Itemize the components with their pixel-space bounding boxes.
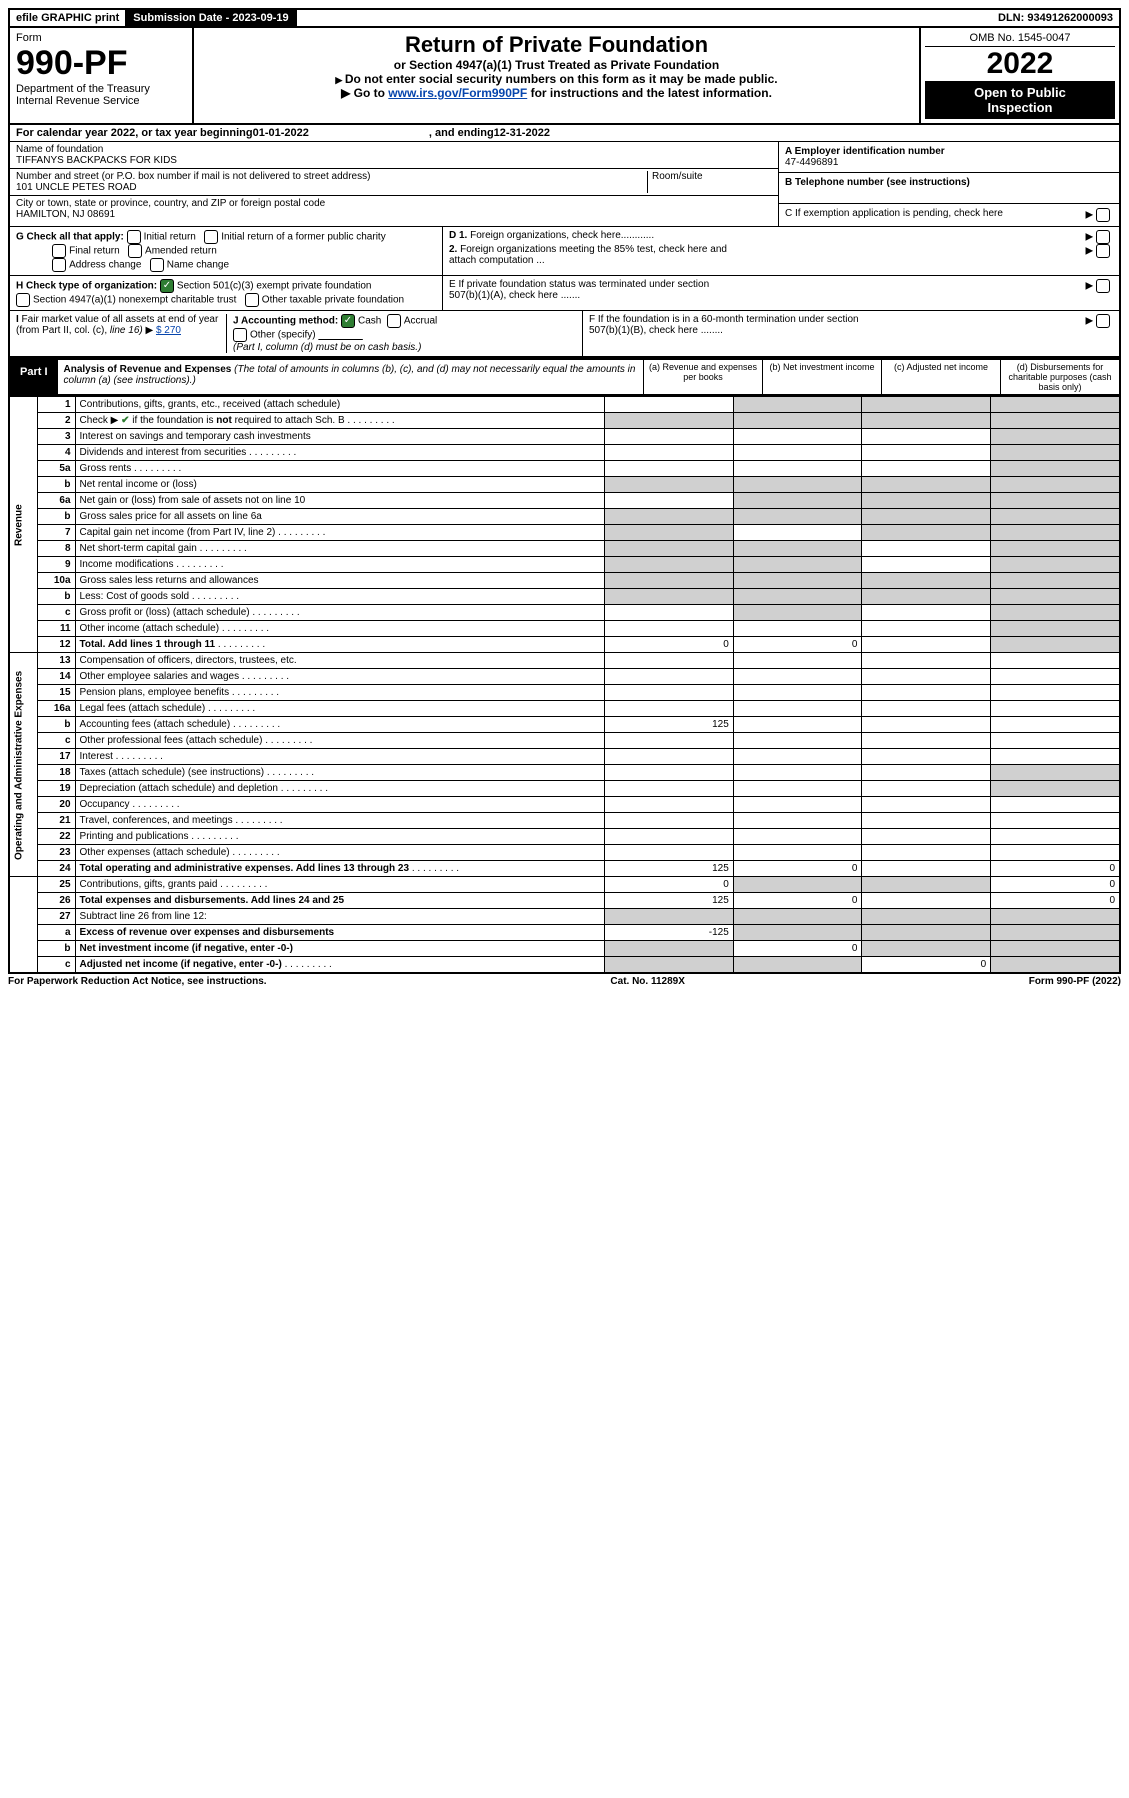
footer-right: Form 990-PF (2022) [1029, 976, 1121, 987]
col-d: (d) Disbursements for charitable purpose… [1000, 360, 1119, 394]
label-C: C If exemption application is pending, c… [785, 208, 1003, 219]
address: 101 UNCLE PETES ROAD [16, 182, 137, 193]
irs: Internal Revenue Service [16, 95, 186, 107]
dln: DLN: 93491262000093 [992, 10, 1119, 26]
part1-tag: Part I [10, 360, 58, 394]
city: HAMILTON, NJ 08691 [16, 209, 115, 220]
col-a: (a) Revenue and expenses per books [643, 360, 762, 394]
cb-d2[interactable] [1096, 244, 1110, 258]
cb-initial[interactable] [127, 230, 141, 244]
calendar-year-line: For calendar year 2022, or tax year begi… [8, 125, 1121, 142]
cb-other-acct[interactable] [233, 328, 247, 342]
fmv-link[interactable]: $ 270 [156, 325, 181, 336]
label-E: E If private foundation status was termi… [449, 279, 729, 301]
cb-addr[interactable] [52, 258, 66, 272]
tax-year: 2022 [925, 47, 1115, 81]
irs-link[interactable]: www.irs.gov/Form990PF [388, 86, 527, 100]
footer: For Paperwork Reduction Act Notice, see … [8, 974, 1121, 987]
submission-date: Submission Date - 2023-09-19 [127, 10, 296, 26]
cb-other-pf[interactable] [245, 293, 259, 307]
cb-name[interactable] [150, 258, 164, 272]
open-public: Open to PublicInspection [925, 81, 1115, 119]
cb-4947[interactable] [16, 293, 30, 307]
part1-table: Revenue 1Contributions, gifts, grants, e… [8, 396, 1121, 974]
cb-501c3[interactable] [160, 279, 174, 293]
top-bar: efile GRAPHIC print Submission Date - 20… [8, 8, 1121, 28]
label-A: A Employer identification number [785, 146, 945, 157]
city-label: City or town, state or province, country… [16, 198, 325, 209]
form-header: Form 990-PF Department of the Treasury I… [8, 28, 1121, 125]
omb: OMB No. 1545-0047 [925, 32, 1115, 47]
cb-amended[interactable] [128, 244, 142, 258]
cb-e[interactable] [1096, 279, 1110, 293]
form-number: 990-PF [16, 44, 186, 83]
form-subtitle: or Section 4947(a)(1) Trust Treated as P… [198, 58, 915, 72]
footer-left: For Paperwork Reduction Act Notice, see … [8, 976, 267, 987]
checkbox-c[interactable] [1096, 208, 1110, 222]
form-title: Return of Private Foundation [198, 32, 915, 58]
cb-former[interactable] [204, 230, 218, 244]
dept: Department of the Treasury [16, 83, 186, 95]
efile-btn[interactable]: efile GRAPHIC print [10, 10, 127, 26]
col-c: (c) Adjusted net income [881, 360, 1000, 394]
cb-f[interactable] [1096, 314, 1110, 328]
part1-header: Part I Analysis of Revenue and Expenses … [8, 358, 1121, 396]
col-b: (b) Net investment income [762, 360, 881, 394]
row-H-E: H Check type of organization: Section 50… [8, 276, 1121, 311]
form-word: Form [16, 32, 186, 44]
foundation-name: TIFFANYS BACKPACKS FOR KIDS [16, 155, 177, 166]
cb-d1[interactable] [1096, 230, 1110, 244]
form-note1: Do not enter social security numbers on … [198, 72, 915, 86]
addr-label: Number and street (or P.O. box number if… [16, 171, 370, 182]
label-F: F If the foundation is in a 60-month ter… [589, 314, 869, 336]
revenue-side: Revenue [9, 397, 38, 653]
row-IJ-F: I Fair market value of all assets at end… [8, 311, 1121, 358]
ein: 47-4496891 [785, 157, 838, 168]
expenses-side: Operating and Administrative Expenses [9, 653, 38, 877]
room-label: Room/suite [647, 171, 772, 193]
footer-mid: Cat. No. 11289X [610, 976, 684, 987]
cb-cash[interactable] [341, 314, 355, 328]
label-B: B Telephone number (see instructions) [785, 177, 970, 188]
entity-block: Name of foundationTIFFANYS BACKPACKS FOR… [8, 142, 1121, 227]
row-G-D: G Check all that apply: Initial return I… [8, 227, 1121, 276]
cb-accrual[interactable] [387, 314, 401, 328]
name-label: Name of foundation [16, 144, 103, 155]
cb-final[interactable] [52, 244, 66, 258]
form-note2: ▶ Go to www.irs.gov/Form990PF for instru… [198, 86, 915, 100]
